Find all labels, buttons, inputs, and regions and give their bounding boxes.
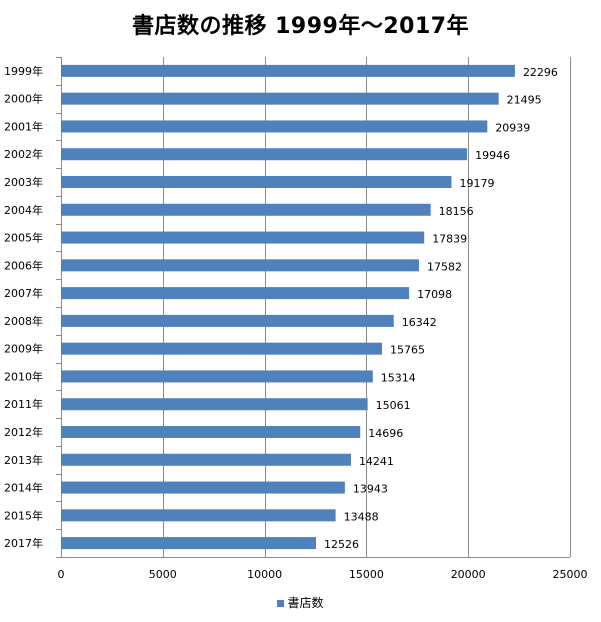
y-tick-label: 2011年 [4,397,43,411]
y-tick-label: 2004年 [4,203,43,217]
y-tick-label: 2001年 [4,119,43,133]
data-label: 22296 [523,66,558,79]
legend-label: 書店数 [287,596,324,610]
y-tick-label: 2005年 [4,231,43,245]
bar [61,537,317,550]
y-tick-label: 1999年 [4,64,43,78]
x-tick-label: 10000 [247,568,282,581]
bar [61,314,394,327]
x-tick-label: 20000 [451,568,486,581]
bar [61,148,468,161]
y-axis-labels: 1999年 2000年 2001年 2002年 2003年 2004年 2005年 2006年… [4,64,43,550]
bar [61,203,431,216]
y-tick-label: 2014年 [4,481,43,495]
bar [61,426,361,438]
y-tick-label: 2012年 [4,425,43,439]
bars [61,64,515,550]
legend-swatch [277,600,285,607]
data-label: 14696 [368,427,403,440]
y-tick-label: 2010年 [4,369,43,383]
bar [61,342,382,355]
y-tick-label: 2013年 [4,453,43,467]
y-tick-label: 2017年 [4,536,43,550]
bar [61,231,425,244]
data-label: 17098 [417,288,452,301]
y-tick-label: 2003年 [4,175,43,189]
data-label: 15061 [376,399,411,412]
y-tick-label: 2007年 [4,286,43,300]
data-label: 19946 [475,149,510,162]
data-label: 13488 [344,510,379,523]
bar [61,453,351,466]
y-tick-label: 2002年 [4,147,43,161]
bar [61,120,488,133]
data-label: 16342 [402,316,437,329]
y-tick-label: 2008年 [4,314,43,328]
data-label: 15765 [390,344,425,357]
data-label: 17839 [432,233,467,246]
bar [61,509,336,522]
data-label: 20939 [495,121,530,134]
x-tick-label: 0 [58,568,65,581]
data-label: 14241 [359,455,394,468]
y-tick-label: 2000年 [4,92,43,106]
y-tick-label: 2015年 [4,508,43,522]
data-label: 13943 [353,483,388,496]
data-labels: 22296 21495 20939 19946 19179 18156 17839 17582… [324,66,558,551]
legend: 書店数 [0,594,601,611]
y-tick-label: 2009年 [4,342,43,356]
x-tick-label: 25000 [553,568,588,581]
bar [61,398,368,411]
bar [61,370,373,383]
data-label: 17582 [427,260,462,273]
bar [61,176,452,188]
bar [61,64,515,77]
data-label: 12526 [324,538,359,551]
bar [61,287,410,300]
x-tick-label: 5000 [149,568,177,581]
data-label: 21495 [507,94,542,107]
chart-title: 書店数の推移 1999年～2017年 [131,14,470,39]
data-label: 18156 [439,205,474,218]
x-axis-labels: 0 5000 10000 15000 20000 25000 [58,568,588,581]
data-label: 15314 [381,371,416,384]
gridlines [56,57,571,558]
bar [61,259,419,272]
data-label: 19179 [459,177,494,190]
y-tick-label: 2006年 [4,258,43,272]
bar [61,92,499,105]
x-tick-label: 15000 [349,568,384,581]
bar [61,481,345,494]
